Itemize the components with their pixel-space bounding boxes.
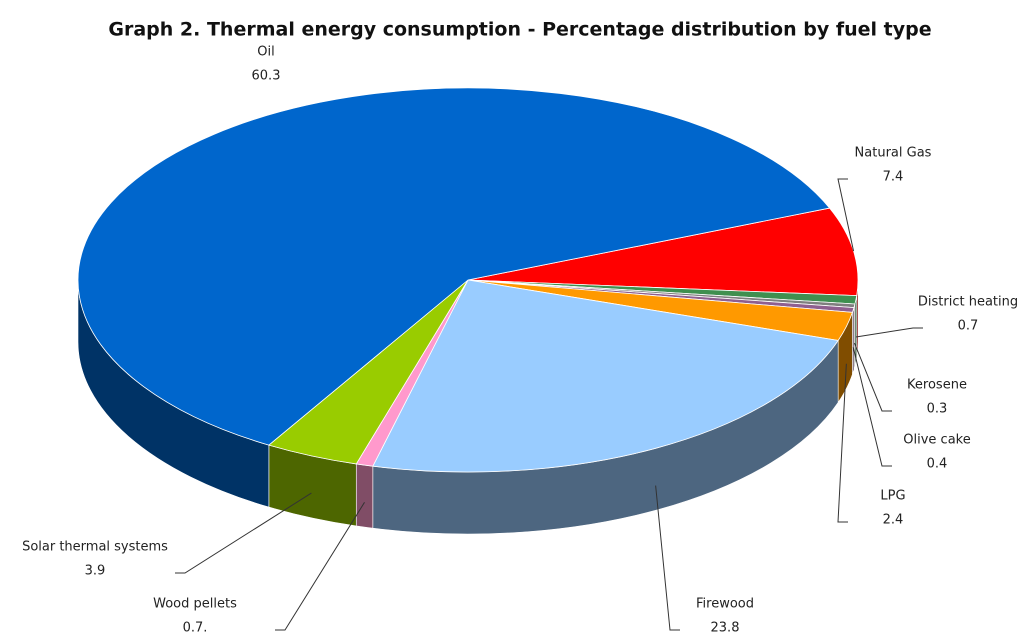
data-label-name: LPG [880,489,905,504]
data-label-name: District heating [918,295,1018,310]
data-label-value: 0.4 [927,457,948,472]
data-label-name: Olive cake [903,433,970,448]
data-label-value: 7.4 [883,170,904,185]
slice [372,279,839,473]
leader-line [837,363,848,523]
data-label-value: 0.7 [958,319,979,334]
leader-line [837,178,855,252]
leader-line [855,327,923,338]
leader-line [655,485,680,631]
data-label-value: 60.3 [252,69,281,84]
data-label-name: Wood pellets [153,597,237,612]
data-label-value: 23.8 [711,621,740,633]
leader-line [852,347,892,467]
leader-line [853,342,892,412]
data-label-name: Kerosene [907,378,967,393]
slice [77,87,831,446]
data-label-name: Solar thermal systems [22,540,168,555]
slice [467,207,859,297]
data-label-value: 0.7. [183,621,208,633]
data-label-name: Oil [257,45,274,60]
data-label-value: 0.3 [927,402,948,417]
leader-line [175,492,312,574]
data-label-value: 3.9 [85,564,106,579]
chart-title: Graph 2. Thermal energy consumption - Pe… [108,19,931,41]
leader-line [275,502,365,631]
slice-side [355,463,374,529]
data-label-value: 2.4 [883,513,904,528]
data-label-name: Firewood [696,597,754,612]
data-label-name: Natural Gas [855,146,932,161]
